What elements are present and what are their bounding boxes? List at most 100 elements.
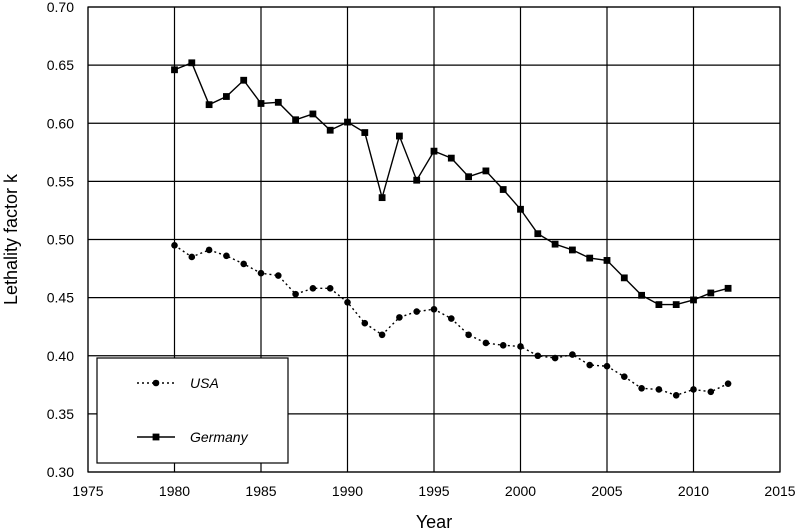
data-point [274,98,282,106]
data-point [188,59,196,67]
y-tick-label: 0.45 [47,290,74,306]
data-point [344,298,351,306]
x-tick-label: 1975 [72,483,103,499]
legend-label: USA [190,375,219,391]
series-usa [171,242,732,399]
legend-item-germany: Germany [137,429,249,445]
data-point [551,240,559,248]
data-point [309,285,317,292]
data-point [309,110,317,118]
data-point [586,361,593,369]
x-axis-title: Year [416,512,452,530]
data-point [326,285,334,292]
y-axis-title: Lethality factor k [1,173,21,305]
data-point [603,257,611,264]
data-point [569,246,576,254]
data-point [724,380,732,387]
x-tick-label: 2000 [505,483,536,499]
data-point [517,205,524,213]
data-point [482,167,490,175]
legend-box [96,357,289,464]
data-point [499,341,507,349]
x-tick-label: 1990 [332,483,363,499]
y-tick-label: 0.70 [47,0,74,15]
legend-label: Germany [190,429,249,445]
data-point [707,388,715,396]
y-tick-label: 0.55 [47,173,74,189]
data-point [569,351,576,358]
data-point [223,93,230,100]
data-point [482,339,490,347]
data-point [707,289,715,297]
data-point [396,132,403,140]
data-point [240,76,248,84]
data-point [620,274,628,282]
data-point [292,290,299,298]
data-point [724,284,732,292]
data-point [430,147,438,155]
data-point [223,252,230,260]
data-point [586,254,594,262]
y-tick-label: 0.30 [47,464,74,480]
data-point [326,126,334,134]
data-point [171,66,178,74]
data-point [465,331,472,339]
y-tick-label: 0.50 [47,232,74,248]
data-point [672,301,680,308]
legend-marker [152,379,160,387]
x-tick-label: 1980 [159,483,190,499]
data-point [551,354,559,362]
data-point [448,315,455,322]
data-point [430,305,438,313]
data-point [240,260,247,268]
y-tick-label: 0.35 [47,406,74,422]
data-point [257,269,265,277]
series-line [174,61,729,306]
series-layer [171,59,732,399]
data-point [361,129,369,136]
data-point [621,373,628,380]
data-point [655,386,663,393]
data-point [344,118,351,126]
x-tick-label: 1985 [245,483,276,499]
data-point [257,100,265,107]
data-point [447,154,455,162]
data-point [361,319,369,327]
legend: USA Germany [96,357,289,464]
x-axis-ticks: 1975 1980 1985 1990 1995 2000 2005 2010 2015 [72,483,795,499]
data-point [205,246,213,254]
data-point [690,386,697,393]
data-point [292,116,299,124]
x-tick-label: 1995 [418,483,449,499]
data-point [188,253,196,261]
data-point [205,101,213,109]
data-point [499,186,507,193]
y-axis-ticks: 0.30 0.35 0.40 0.45 0.50 0.55 0.60 0.65 0.70 [47,0,74,480]
data-point [534,352,542,360]
y-tick-label: 0.65 [47,57,74,73]
data-point [275,272,282,279]
x-tick-label: 2015 [764,483,795,499]
data-point [378,194,386,202]
legend-marker [152,433,160,441]
legend-item-usa: USA [137,375,219,391]
data-point [396,314,403,321]
data-point [534,230,542,238]
data-point [672,391,680,399]
data-point [638,385,645,392]
y-tick-label: 0.40 [47,348,74,364]
x-tick-label: 2010 [678,483,709,499]
data-point [465,173,472,181]
data-point [378,331,386,339]
data-point [690,296,697,304]
data-point [413,176,421,184]
data-point [413,308,421,315]
series-germany [171,59,732,308]
x-tick-label: 2005 [591,483,622,499]
plot-frame [87,6,781,473]
data-point [603,362,611,370]
data-point [655,301,663,308]
data-point [171,242,178,249]
data-point [638,291,645,299]
